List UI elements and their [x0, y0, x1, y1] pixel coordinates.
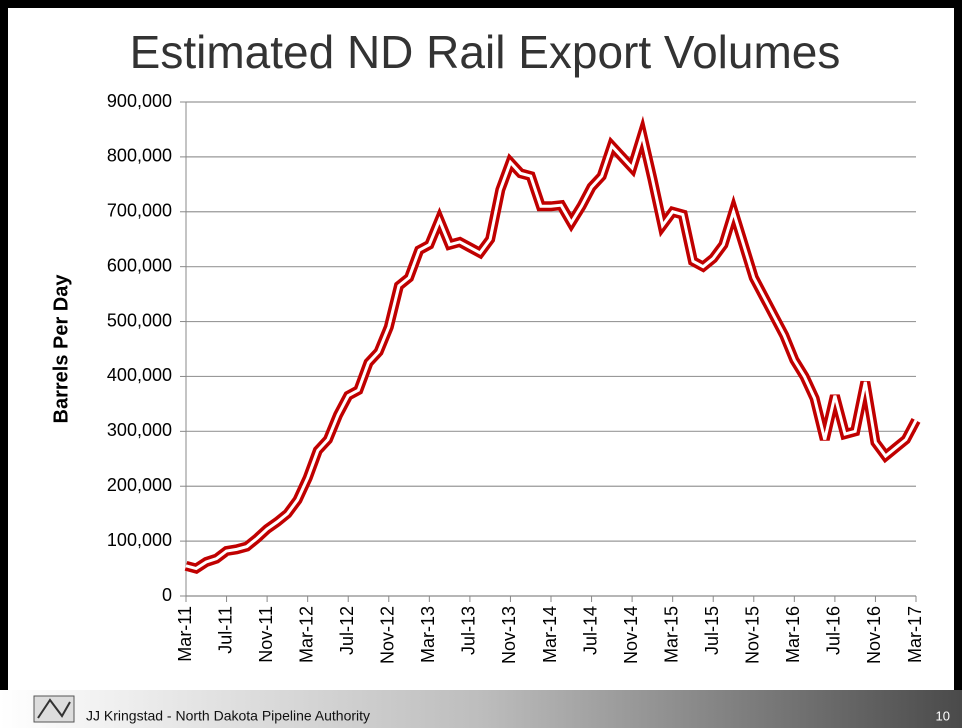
y-tick-label: 900,000: [107, 91, 172, 111]
x-tick-label: Jul-14: [580, 606, 600, 655]
x-tick-label: Nov-12: [378, 606, 398, 664]
title: Estimated ND Rail Export Volumes: [130, 26, 841, 78]
y-tick-label: 500,000: [107, 310, 172, 330]
x-tick-label: Jul-12: [337, 606, 357, 655]
x-tick-label: Jul-16: [824, 606, 844, 655]
x-tick-label: Jul-15: [702, 606, 722, 655]
x-tick-label: Nov-11: [256, 606, 276, 663]
line-core: [185, 129, 918, 571]
x-tick-label: Mar-11: [175, 606, 195, 662]
x-tick-label: Mar-16: [783, 606, 803, 663]
y-axis-label: Barrels Per Day: [50, 274, 72, 424]
x-tick-label: Mar-14: [540, 606, 560, 663]
slide-body: [8, 8, 954, 690]
x-tick-label: Nov-16: [864, 606, 884, 664]
y-tick-label: 800,000: [107, 146, 172, 166]
y-tick-label: 600,000: [107, 255, 172, 275]
y-tick-label: 200,000: [107, 475, 172, 495]
y-tick-label: 400,000: [107, 365, 172, 385]
x-tick-label: Mar-12: [296, 606, 316, 663]
logo: [33, 695, 75, 723]
x-tick-label: Nov-15: [743, 606, 763, 664]
y-tick-label: 0: [162, 585, 172, 605]
x-tick-label: Mar-13: [418, 606, 438, 663]
x-tick-label: Nov-14: [621, 606, 641, 664]
y-tick-label: 100,000: [107, 530, 172, 550]
x-tick-label: Mar-15: [661, 606, 681, 663]
y-tick-label: 700,000: [107, 201, 172, 221]
x-tick-label: Mar-17: [905, 606, 925, 663]
x-tick-label: Nov-13: [499, 606, 519, 664]
footer-text: JJ Kringstad - North Dakota Pipeline Aut…: [86, 708, 370, 724]
page-number: 10: [936, 708, 950, 723]
x-tick-label: Jul-11: [215, 606, 235, 654]
y-tick-label: 300,000: [107, 420, 172, 440]
x-tick-label: Jul-13: [459, 606, 479, 655]
footer-bar: [0, 690, 962, 728]
